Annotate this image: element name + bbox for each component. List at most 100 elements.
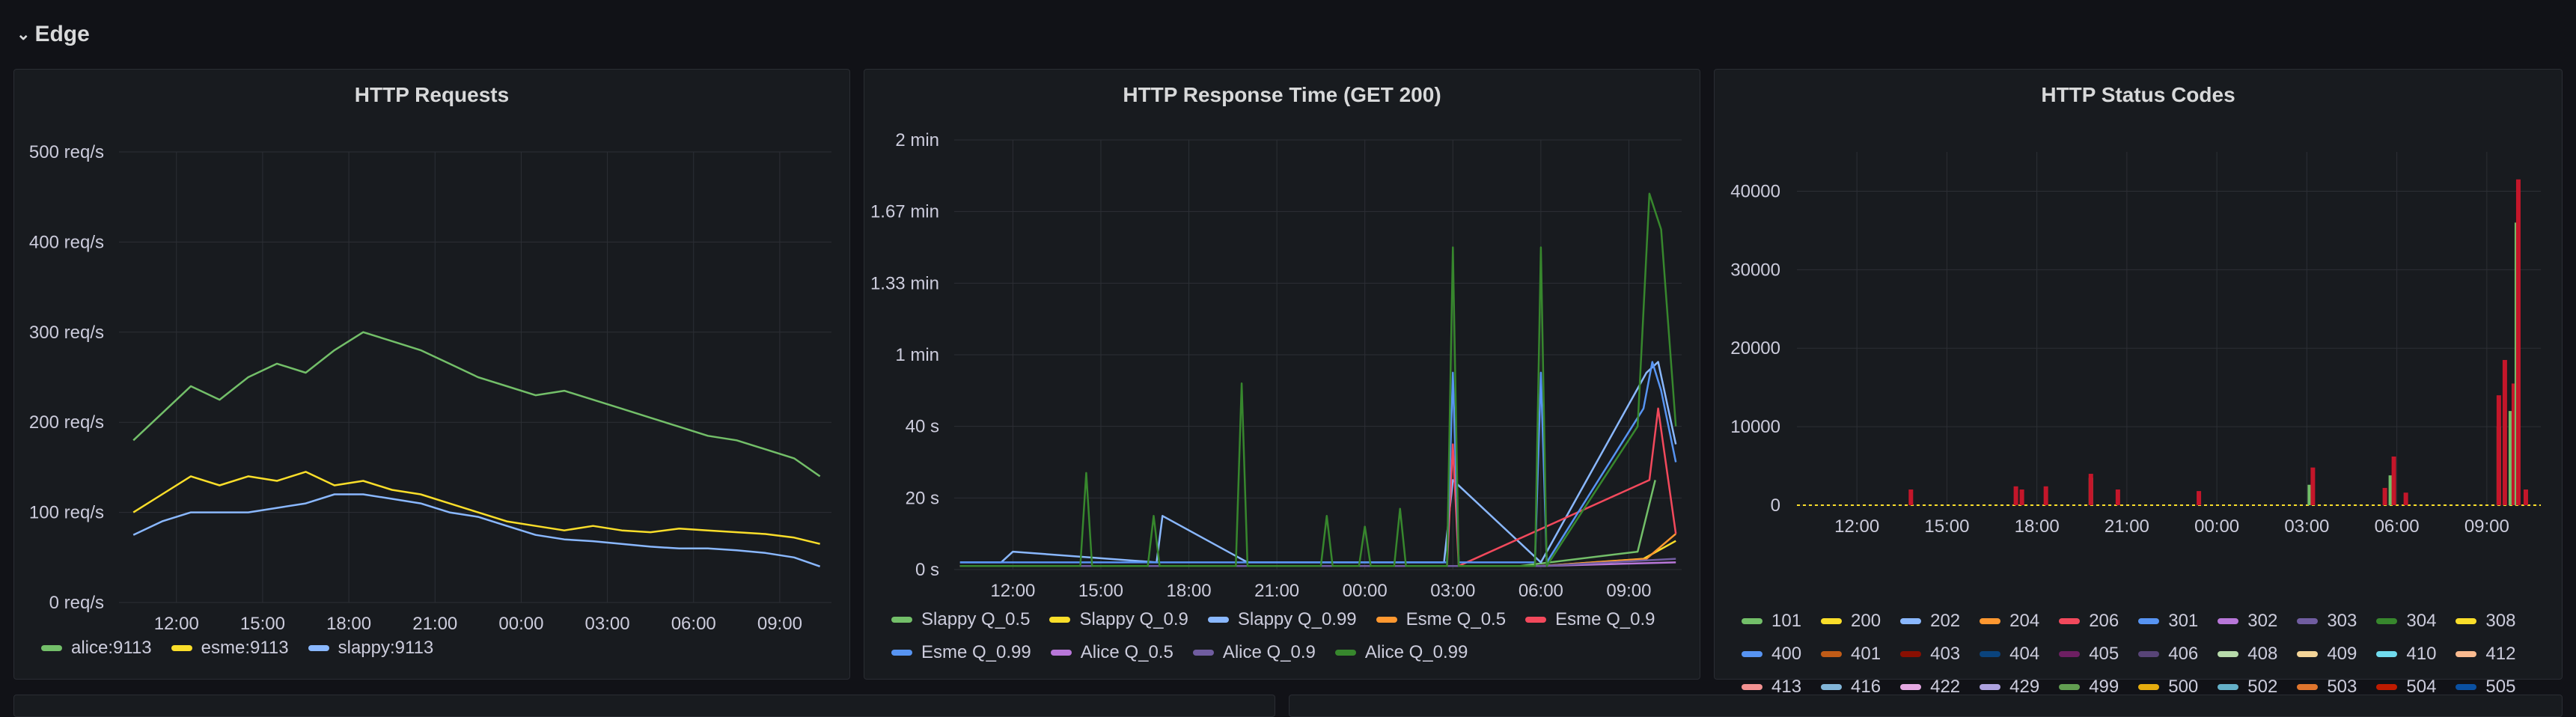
legend-item[interactable]: 505	[2456, 676, 2515, 698]
legend-item[interactable]: 308	[2456, 610, 2515, 632]
legend-label: slappy:9113	[338, 638, 434, 658]
row-collapse-toggle[interactable]: ⌄ Edge	[16, 16, 90, 52]
legend-swatch	[2059, 651, 2081, 657]
panel-http-response-time[interactable]: HTTP Response Time (GET 200) 0 s 20 s 40 s…	[864, 69, 1700, 680]
legend-item[interactable]: 504	[2376, 676, 2436, 698]
panel-http-requests[interactable]: HTTP Requests 0 req/s 100 req/s 200 req/s 3…	[13, 69, 850, 680]
legend-label: 400	[1771, 644, 1802, 664]
legend-item[interactable]: 101	[1742, 610, 1801, 632]
legend-item[interactable]: alice:9113	[41, 637, 152, 659]
http-response-time-chart: 0 s 20 s 40 s 1 min 1.33 min 1.67 min 2 min 12:…	[870, 130, 1682, 601]
legend-swatch	[1821, 684, 1843, 690]
legend-item[interactable]: 412	[2456, 643, 2515, 665]
legend-swatch	[2376, 618, 2398, 624]
series-line	[959, 361, 1677, 564]
legend-item[interactable]: 301	[2138, 610, 2198, 632]
x-tick-label: 18:00	[326, 614, 371, 634]
legend-item[interactable]: Esme Q_0.99	[891, 641, 1031, 664]
legend-item[interactable]: 303	[2297, 610, 2357, 632]
series-line	[132, 331, 821, 478]
legend-label: 500	[2168, 677, 2199, 697]
bar	[2502, 359, 2507, 505]
legend-label: 502	[2247, 677, 2278, 697]
bar	[2511, 383, 2516, 505]
x-tick-label: 06:00	[2375, 516, 2420, 537]
legend-swatch	[891, 617, 912, 623]
legend-item[interactable]: Slappy Q_0.99	[1207, 608, 1357, 631]
legend-label: Esme Q_0.99	[921, 642, 1031, 662]
legend-item[interactable]: 405	[2059, 643, 2119, 665]
y-tick-label: 2 min	[895, 130, 939, 150]
legend-swatch	[1049, 617, 1071, 623]
x-tick-label: 09:00	[757, 614, 802, 634]
legend-swatch	[2218, 684, 2239, 690]
y-tick-label: 0	[1771, 495, 1780, 516]
legend-swatch	[1742, 618, 1762, 624]
legend-item[interactable]: 200	[1821, 610, 1881, 632]
legend-swatch	[891, 650, 912, 656]
legend-swatch	[1900, 651, 1922, 657]
legend-item[interactable]: 502	[2218, 676, 2277, 698]
legend-label: 403	[1930, 644, 1961, 664]
legend-item[interactable]: Alice Q_0.5	[1050, 641, 1173, 664]
legend-label: Alice Q_0.99	[1364, 642, 1468, 662]
legend-label: 412	[2485, 644, 2516, 664]
x-tick-label: 00:00	[2194, 516, 2239, 537]
legend-item[interactable]: 401	[1821, 643, 1881, 665]
legend-item[interactable]: Esme Q_0.9	[1525, 608, 1655, 631]
legend-item[interactable]: 206	[2059, 610, 2119, 632]
legend-item[interactable]: 406	[2138, 643, 2198, 665]
legend-swatch	[1980, 618, 2001, 624]
legend-label: 416	[1851, 677, 1881, 697]
legend-item[interactable]: 500	[2138, 676, 2198, 698]
legend-item[interactable]: 416	[1821, 676, 1881, 698]
legend-label: 505	[2485, 677, 2516, 697]
legend-item[interactable]: 400	[1742, 643, 1801, 665]
legend-item[interactable]: Alice Q_0.99	[1334, 641, 1468, 664]
bar	[2197, 491, 2202, 505]
legend-item[interactable]: 410	[2376, 643, 2436, 665]
next-panel-edge	[1289, 695, 2563, 717]
x-tick-label: 15:00	[1924, 516, 1969, 537]
legend-item[interactable]: esme:9113	[171, 637, 289, 659]
legend-label: 304	[2406, 611, 2437, 631]
panel-http-status-codes[interactable]: HTTP Status Codes 0 10000 20000 30000 40000 1…	[1714, 69, 2563, 697]
y-tick-label: 40000	[1730, 181, 1780, 201]
chevron-down-icon: ⌄	[16, 25, 31, 43]
series-line	[132, 471, 820, 545]
legend-label: 206	[2089, 611, 2119, 631]
legend-item[interactable]: 204	[1980, 610, 2039, 632]
legend-item[interactable]: Alice Q_0.9	[1192, 641, 1316, 664]
legend-item[interactable]: 408	[2218, 643, 2277, 665]
x-tick-label: 00:00	[1343, 581, 1388, 601]
bar	[2043, 486, 2048, 505]
legend-item[interactable]: 422	[1900, 676, 1960, 698]
legend-item[interactable]: 413	[1742, 676, 1801, 698]
legend-label: 409	[2327, 644, 2357, 664]
legend-item[interactable]: slappy:9113	[308, 637, 434, 659]
legend: alice:9113 esme:9113 slappy:9113	[41, 637, 834, 659]
legend-item[interactable]: 409	[2297, 643, 2357, 665]
legend-swatch	[171, 645, 192, 651]
legend-label: 410	[2406, 644, 2437, 664]
legend-swatch	[41, 645, 62, 651]
x-tick-label: 00:00	[498, 614, 543, 634]
legend-item[interactable]: Slappy Q_0.5	[891, 608, 1030, 631]
legend-label: 406	[2168, 644, 2199, 664]
bar	[2391, 456, 2396, 505]
legend-item[interactable]: 202	[1900, 610, 1960, 632]
legend-item[interactable]: 304	[2376, 610, 2436, 632]
legend-item[interactable]: 302	[2218, 610, 2277, 632]
legend-item[interactable]: Slappy Q_0.9	[1049, 608, 1188, 631]
legend-item[interactable]: 499	[2059, 676, 2119, 698]
legend-item[interactable]: Esme Q_0.5	[1376, 608, 1506, 631]
legend-item[interactable]: 403	[1900, 643, 1960, 665]
legend-swatch	[2456, 618, 2477, 624]
series-line	[959, 533, 1677, 567]
bar	[1908, 489, 1914, 505]
legend-item[interactable]: 404	[1980, 643, 2039, 665]
bar	[2508, 411, 2513, 505]
legend-item[interactable]: 429	[1980, 676, 2039, 698]
legend-swatch	[1821, 618, 1843, 624]
legend-item[interactable]: 503	[2297, 676, 2357, 698]
